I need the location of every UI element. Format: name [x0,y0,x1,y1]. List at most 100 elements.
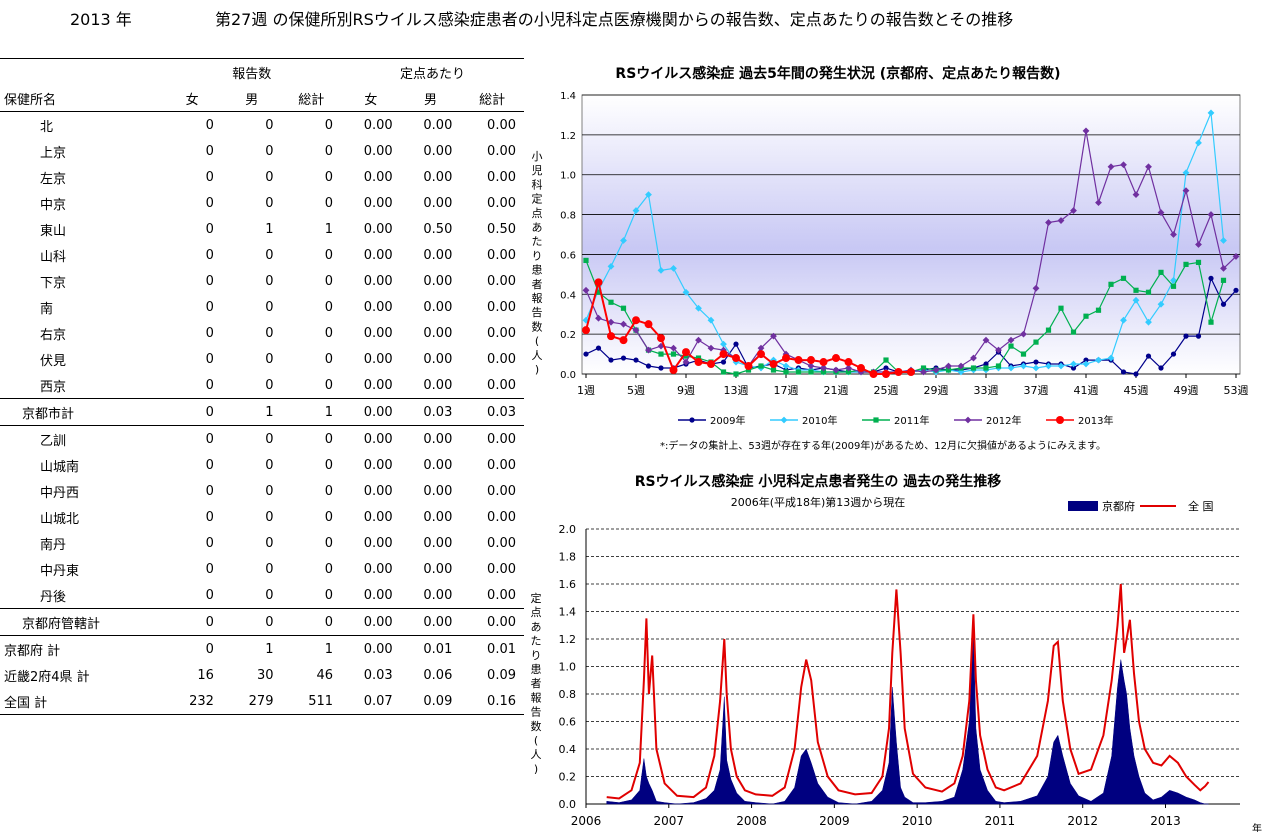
chart1-point [645,363,652,369]
chart1-point [845,369,852,375]
chart1-x-tick: 37週 [1024,384,1049,397]
cell-f: 0 [205,483,214,499]
chart1-point [583,257,589,264]
cell-pf: 0.00 [341,425,401,452]
cell-t: 0 [324,195,334,211]
chart1-point [608,299,614,305]
cell-pm: 0.06 [423,667,453,683]
chart1-point [970,354,977,362]
chart1-point [1033,339,1039,345]
cell-m: 1 [221,398,282,426]
cell-f: 0 [205,561,214,577]
chart1-point [1008,343,1014,349]
chart1-point [1233,287,1239,293]
cell-f: 0 [162,425,222,452]
chart1-point [873,417,879,423]
chart1-legend-label: 2009年 [710,414,745,427]
row-name: 中京 [40,197,67,213]
chart1-point [595,314,602,322]
chart1-point [1108,281,1114,287]
chart1-point [883,357,889,363]
chart1-point [807,356,815,365]
chart1-point [932,366,940,374]
column-header-male: 男 [221,85,282,112]
cell-f: 0 [205,195,214,211]
chart1-point [970,365,977,371]
table-group-header-row: 報告数 定点あたり [0,58,524,85]
cell-t: 0 [324,377,334,393]
chart1-point [995,363,1002,369]
cell-m: 1 [221,635,282,662]
chart1-point [1033,359,1039,365]
cell-f: 0 [205,221,214,237]
cell-pf: 0.00 [363,457,393,473]
cell-t: 0 [324,483,334,499]
table-row: 乙訓 0 0 0 0.00 0.00 0.00 [0,425,524,452]
cell-pf: 0.00 [363,247,393,263]
chart1-point [694,358,703,367]
cell-pf: 0.00 [363,535,393,551]
table-row: 北 0 0 0 0.00 0.00 0.00 [0,112,524,139]
chart1-point [964,416,972,424]
table-row: 中丹東 0 0 0 0.00 0.00 0.00 [0,556,524,582]
chart1-x-tick: 21週 [824,384,849,397]
chart1-legend-label: 2013年 [1078,414,1113,427]
cell-m: 1 [265,221,274,237]
cell-pm: 0.00 [423,299,453,315]
row-name: 中丹西 [40,485,80,501]
chart1-point [595,289,602,295]
chart1-point [857,364,865,373]
chart1-point [820,369,827,375]
page-title: 第27週 の保健所別RSウイルス感染症患者の小児科定点医療機関からの報告数、定点… [215,10,1014,29]
row-name: 近畿2府4県 計 [4,669,90,685]
chart2-y-tick: 1.2 [559,633,577,646]
chart1-point [582,326,590,335]
cell-f: 0 [205,273,214,289]
chart1-point [707,316,715,324]
cell-t: 0 [281,608,342,636]
chart1-point [1195,241,1202,248]
cell-t: 0 [324,351,334,367]
row-name: 山城北 [40,511,80,527]
chart2-subtitle: 2006年(平成18年)第13週から現在 [731,495,906,509]
cell-f: 0 [205,325,214,341]
chart1-point [869,370,878,378]
chart1-point [608,357,614,363]
chart1-point [1095,356,1102,364]
cell-t: 0 [324,457,334,473]
cell-pf: 0.00 [341,608,401,636]
cell-t: 0 [281,425,342,452]
chart1-point [732,354,740,363]
chart1-legend-label: 2011年 [894,414,929,427]
cell-pm: 0.00 [423,143,453,159]
chart1-point [1183,261,1189,267]
chart1-point [832,354,840,363]
chart1-point [744,362,753,371]
row-name: 山城南 [40,459,80,475]
cell-pf: 0.00 [363,377,393,393]
chart2-x-tick: 2012 [1067,814,1098,828]
cell-t: 0 [324,117,334,133]
chart1-point [582,286,590,294]
cell-pm: 0.00 [400,608,461,636]
row-name: 北 [40,119,54,135]
chart1-point [782,362,790,370]
group-header-per-site: 定点あたり [341,58,524,85]
chart1-point [1170,276,1177,284]
chart1-x-tick: 41週 [1074,384,1099,397]
cell-pt: 0.00 [487,377,516,393]
column-header-per-male: 男 [400,85,461,112]
cell-pt: 0.09 [487,667,516,683]
table-body: 北 0 0 0 0.00 0.00 0.00 上京 0 0 0 0.00 0.00 0.00 左京 0 0 0 0.… [0,112,524,715]
chart2-y-tick: 2.0 [559,523,577,536]
cell-pt: 0.00 [487,535,516,551]
chart1-point [707,360,715,369]
chart1-point [1145,353,1152,359]
chart2-x-tick: 2010 [902,814,933,828]
chart1-point [1020,362,1027,370]
cell-t: 1 [324,221,334,237]
chart1-point [1032,284,1040,292]
chart1-point [758,363,764,369]
cell-f: 0 [162,398,222,426]
chart2-y-tick: 0.4 [559,743,577,756]
